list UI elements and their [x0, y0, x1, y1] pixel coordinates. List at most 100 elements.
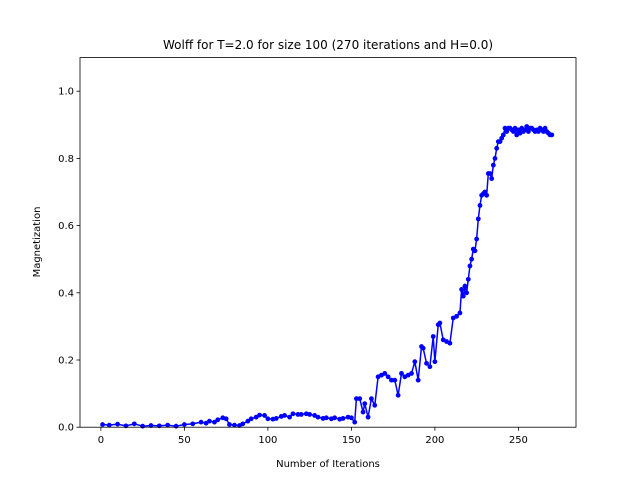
data-point — [420, 345, 426, 351]
data-point — [282, 413, 287, 418]
y-tick-label: 0.2 — [58, 356, 74, 367]
data-point — [392, 377, 398, 383]
data-point — [273, 416, 279, 421]
data-point — [467, 263, 473, 269]
data-point — [395, 392, 401, 398]
data-point — [148, 423, 154, 428]
data-point — [315, 414, 321, 420]
data-point — [412, 359, 418, 365]
data-point — [232, 422, 237, 428]
data-point — [265, 416, 271, 422]
data-point — [173, 423, 179, 429]
data-point — [287, 414, 292, 420]
data-point — [181, 422, 187, 427]
data-point — [190, 421, 196, 427]
data-point — [477, 203, 483, 208]
data-point — [385, 374, 391, 380]
data-point — [382, 371, 388, 376]
data-point — [360, 409, 366, 415]
x-tick-label: 100 — [258, 435, 277, 446]
chart-title: Wolff for T=2.0 for size 100 (270 iterat… — [163, 38, 493, 52]
x-tick-label: 200 — [425, 435, 444, 446]
data-point — [459, 287, 464, 292]
data-point — [494, 145, 500, 151]
data-point — [140, 423, 146, 429]
data-point — [469, 256, 475, 262]
data-point — [432, 359, 438, 365]
data-point — [240, 421, 246, 427]
data-point — [295, 412, 301, 417]
data-point — [223, 416, 229, 422]
data-point — [248, 416, 254, 422]
data-point — [415, 377, 421, 383]
data-point — [245, 418, 251, 424]
x-tick-label: 250 — [509, 435, 528, 446]
data-point — [362, 401, 368, 407]
x-axis-label: Number of Iterations — [276, 459, 380, 470]
data-point — [465, 276, 471, 282]
data-point — [290, 411, 296, 417]
data-point — [215, 417, 221, 423]
x-tick-label: 50 — [178, 435, 191, 446]
data-point — [437, 320, 443, 326]
data-point — [353, 396, 359, 402]
data-point — [464, 290, 470, 296]
data-point — [462, 283, 468, 289]
data-point — [475, 216, 481, 222]
y-tick-label: 0.6 — [58, 221, 74, 232]
data-point — [389, 377, 394, 383]
data-point — [457, 310, 463, 316]
data-point — [460, 293, 466, 299]
data-point — [357, 396, 363, 402]
data-point — [332, 415, 338, 421]
data-point — [409, 371, 414, 376]
data-point — [340, 416, 346, 421]
data-point — [198, 419, 204, 425]
data-point — [500, 132, 506, 138]
data-point — [165, 422, 171, 428]
data-point — [369, 396, 374, 402]
data-point — [352, 419, 358, 425]
y-axis-label: Magnetization — [32, 207, 43, 278]
data-point — [100, 422, 105, 427]
data-point — [365, 414, 371, 420]
y-tick-label: 0.8 — [58, 154, 74, 165]
axes-frame — [79, 57, 577, 428]
data-point — [115, 421, 120, 427]
data-point — [372, 402, 378, 408]
data-point — [487, 171, 493, 176]
data-point — [227, 422, 232, 427]
x-axis-ticks: 0 50 100 150 200 250 — [98, 427, 528, 446]
y-tick-label: 1.0 — [58, 87, 74, 98]
data-point — [454, 313, 459, 319]
data-point — [430, 334, 436, 339]
data-point — [348, 415, 354, 421]
data-point — [106, 422, 112, 428]
data-point — [262, 413, 267, 418]
data-point — [323, 415, 329, 421]
data-point — [257, 412, 262, 418]
data-point — [427, 364, 433, 370]
data-point — [549, 132, 555, 138]
data-point — [489, 176, 495, 181]
data-point — [492, 156, 498, 161]
data-point — [212, 419, 217, 425]
y-tick-label: 0.0 — [58, 423, 74, 434]
data-point — [399, 371, 404, 376]
data-point — [207, 418, 212, 424]
y-tick-label: 0.4 — [58, 288, 74, 299]
data-point — [490, 162, 496, 168]
data-point — [298, 412, 304, 417]
data-point — [484, 192, 490, 198]
plot-area — [100, 124, 555, 429]
data-point — [131, 421, 137, 427]
data-point — [447, 340, 453, 346]
data-point — [472, 248, 478, 254]
x-tick-label: 150 — [342, 435, 361, 446]
data-point — [307, 412, 313, 417]
y-axis-ticks: 0.0 0.2 0.4 0.6 0.8 1.0 — [58, 87, 80, 434]
x-tick-label: 0 — [98, 435, 104, 446]
